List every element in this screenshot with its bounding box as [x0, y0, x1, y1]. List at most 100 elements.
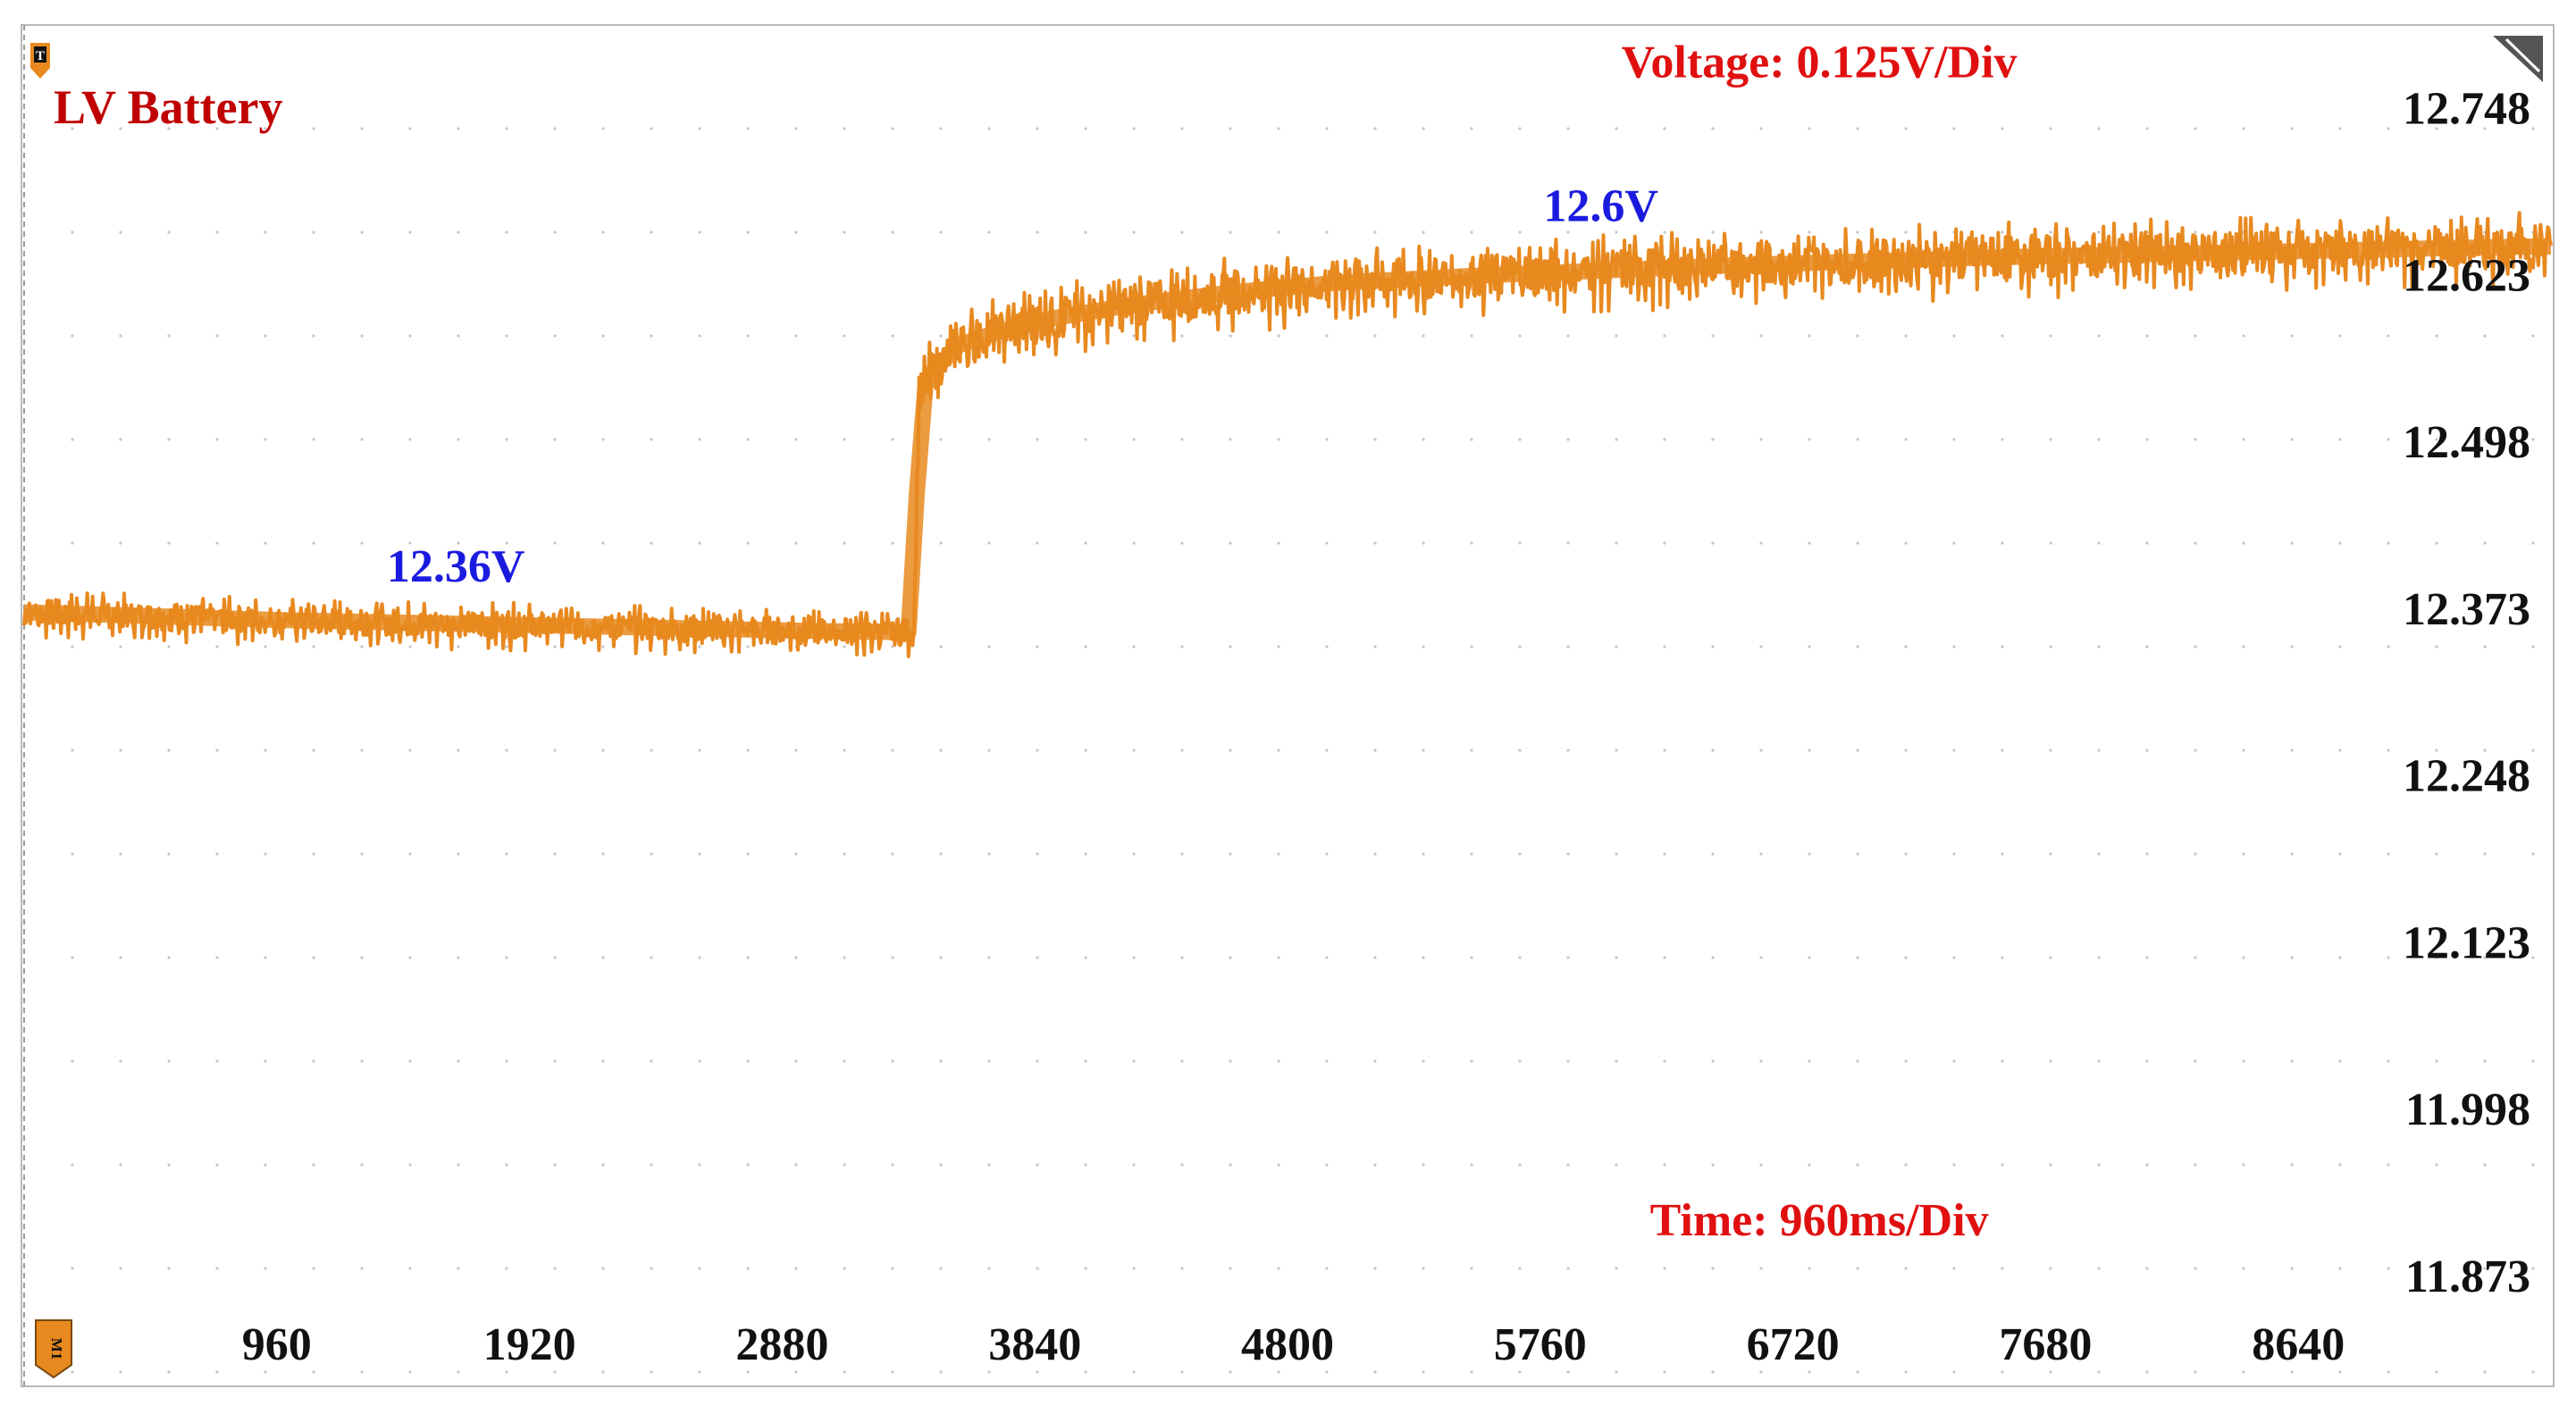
grid-dot	[2097, 1370, 2101, 1374]
grid-dot	[1277, 852, 1280, 856]
grid-dot	[1904, 749, 1908, 752]
grid-dot	[1132, 1163, 1136, 1167]
y-tick-label-4: 12.248	[2403, 751, 2530, 802]
grid-dot	[119, 852, 122, 856]
grid-dot	[2145, 1059, 2149, 1063]
grid-dot	[987, 541, 991, 545]
grid-dot	[312, 645, 315, 649]
grid-dot	[1856, 230, 1859, 234]
grid-dot	[2001, 438, 2004, 441]
grid-dot	[553, 645, 557, 649]
grid-dot	[939, 1163, 943, 1167]
grid-dot	[1663, 127, 1666, 130]
grid-dot	[505, 334, 508, 338]
grid-dot	[1470, 1163, 1473, 1167]
grid-dot	[1180, 1370, 1184, 1374]
grid-dot	[2531, 1163, 2535, 1167]
grid-dot	[2194, 852, 2197, 856]
grid-dot	[2483, 1163, 2487, 1167]
grid-dot	[698, 749, 701, 752]
grid-dot	[1566, 334, 1570, 338]
grid-dot	[1470, 1370, 1473, 1374]
grid-dot	[71, 852, 74, 856]
grid-dot	[2531, 645, 2535, 649]
grid-dot	[71, 438, 74, 441]
grid-dot	[987, 230, 991, 234]
grid-dot	[746, 438, 750, 441]
grid-dot	[1663, 230, 1666, 234]
grid-dot	[360, 749, 364, 752]
trigger-marker[interactable]: T	[30, 43, 50, 79]
grid-dot	[1373, 956, 1377, 959]
grid-dot	[843, 1163, 846, 1167]
grid-dot	[71, 541, 74, 545]
grid-dot	[2001, 749, 2004, 752]
grid-dot	[1422, 1163, 1425, 1167]
grid-dot	[2290, 1163, 2294, 1167]
grid-dot	[1856, 1267, 1859, 1270]
grid-dot	[457, 749, 460, 752]
grid-dot	[2338, 127, 2342, 130]
grid-dot	[2531, 1370, 2535, 1374]
grid-dot	[1325, 1267, 1329, 1270]
grid-dot	[2387, 1059, 2390, 1063]
grid-dot	[2049, 127, 2052, 130]
grid-dot	[698, 852, 701, 856]
grid-dot	[1470, 334, 1473, 338]
grid-dot	[408, 438, 412, 441]
grid-dot	[1470, 852, 1473, 856]
grid-dot	[2531, 956, 2535, 959]
grid-dot	[1904, 230, 1908, 234]
grid-dot	[457, 1059, 460, 1063]
grid-dot	[1518, 1267, 1522, 1270]
grid-dot	[843, 1267, 846, 1270]
grid-dot	[601, 1163, 605, 1167]
grid-dot	[2290, 1370, 2294, 1374]
grid-dot	[1904, 127, 1908, 130]
grid-dot	[1422, 852, 1425, 856]
grid-dot	[408, 956, 412, 959]
grid-dot	[939, 1267, 943, 1270]
y-tick-label-3: 12.373	[2403, 584, 2530, 635]
grid-dot	[360, 1267, 364, 1270]
grid-dot	[2290, 127, 2294, 130]
grid-dot	[746, 334, 750, 338]
grid-dot	[2001, 127, 2004, 130]
grid-dot	[2531, 127, 2535, 130]
grid-dot	[2097, 749, 2101, 752]
grid-dot	[1808, 1267, 1811, 1270]
grid-dot	[746, 1163, 750, 1167]
grid-dot	[1952, 438, 1956, 441]
grid-dot	[457, 1370, 460, 1374]
grid-dot	[1904, 334, 1908, 338]
grid-dot	[1470, 541, 1473, 545]
grid-dot	[1277, 1059, 1280, 1063]
grid-dot	[167, 334, 171, 338]
grid-dot	[1229, 541, 1232, 545]
grid-dot	[1904, 1163, 1908, 1167]
grid-dot	[1180, 541, 1184, 545]
grid-dot	[215, 127, 219, 130]
grid-dot	[1277, 230, 1280, 234]
grid-dot	[1615, 852, 1618, 856]
grid-dot	[119, 749, 122, 752]
grid-dot	[1277, 127, 1280, 130]
grid-dot	[2194, 956, 2197, 959]
grid-dot	[2387, 541, 2390, 545]
grid-dot	[1373, 1370, 1377, 1374]
expand-corner-icon[interactable]	[2493, 36, 2543, 82]
grid-dot	[1615, 1059, 1618, 1063]
grid-dot	[457, 956, 460, 959]
grid-dot	[2194, 541, 2197, 545]
grid-dot	[553, 1163, 557, 1167]
grid-dot	[1277, 1370, 1280, 1374]
grid-dot	[939, 127, 943, 130]
grid-dot	[843, 230, 846, 234]
grid-dot	[2531, 438, 2535, 441]
channel-marker[interactable]: M1	[35, 1319, 72, 1379]
grid-dot	[264, 230, 267, 234]
y-tick-label-5: 12.123	[2403, 918, 2530, 969]
grid-dot	[1566, 127, 1570, 130]
grid-dot	[1132, 334, 1136, 338]
grid-dot	[2001, 956, 2004, 959]
